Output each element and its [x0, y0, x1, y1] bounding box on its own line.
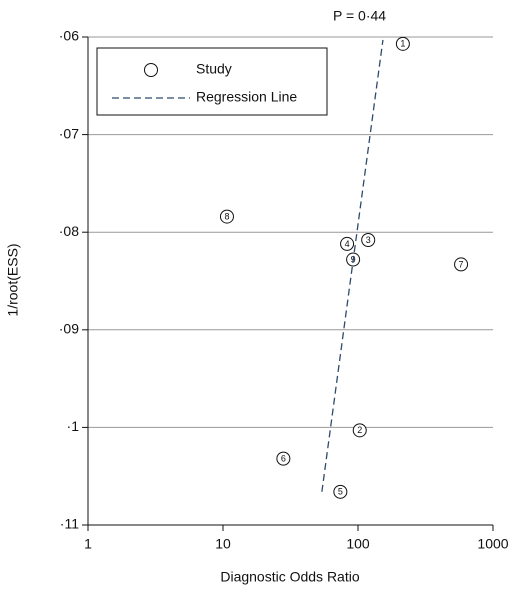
point-label: 2 — [357, 425, 362, 435]
point-label: 5 — [338, 487, 343, 497]
legend-label: Regression Line — [196, 89, 297, 105]
study-point — [340, 236, 355, 251]
point-label: 8 — [224, 211, 229, 221]
study-point — [219, 209, 234, 224]
study-point — [395, 36, 410, 51]
study-point — [361, 233, 376, 248]
study-point — [352, 423, 367, 438]
y-tick-label: ·1 — [67, 418, 80, 434]
y-axis-label: 1/root(ESS) — [5, 243, 21, 316]
legend-label: Study — [196, 61, 232, 77]
study-point — [276, 451, 291, 466]
x-tick-label: 1000 — [477, 536, 508, 552]
study-point — [454, 257, 469, 272]
y-tick-label: ·11 — [60, 516, 79, 532]
y-tick-label: ·08 — [59, 223, 79, 239]
point-label: 6 — [281, 454, 286, 464]
legend-marker — [144, 63, 158, 77]
y-tick-label: ·06 — [59, 28, 79, 44]
regression-line — [321, 39, 384, 492]
y-tick-label: ·09 — [59, 321, 79, 337]
x-axis-label: Diagnostic Odds Ratio — [220, 569, 360, 585]
legend-box — [96, 47, 328, 116]
study-point — [333, 484, 348, 499]
y-tick-label: ·07 — [59, 125, 79, 141]
point-label: 3 — [366, 235, 371, 245]
x-tick-label: 10 — [215, 536, 231, 552]
point-label: 7 — [459, 259, 464, 269]
x-tick-label: 100 — [346, 536, 370, 552]
annotation: P = 0·44 — [333, 8, 386, 24]
point-label: 4 — [345, 239, 350, 249]
point-label: 1 — [400, 39, 405, 49]
x-tick-label: 1 — [84, 536, 92, 552]
